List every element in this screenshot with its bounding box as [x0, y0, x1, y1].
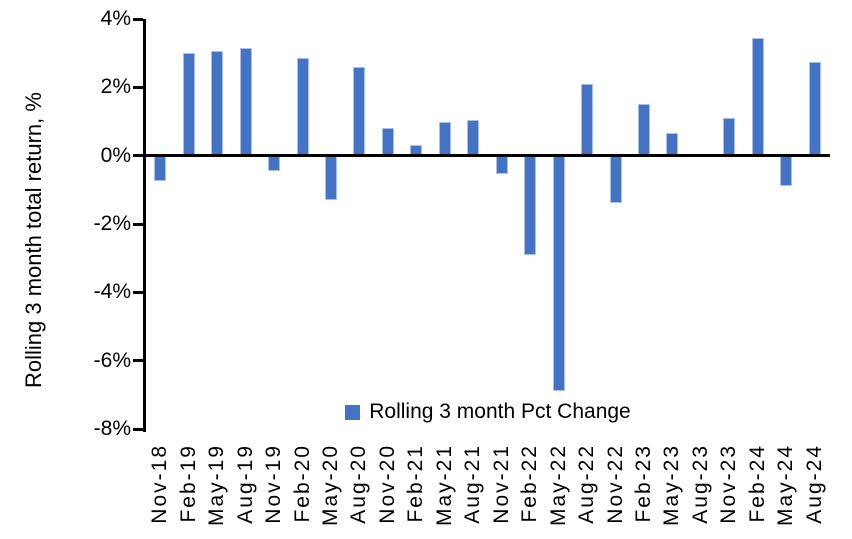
- x-axis-label: Aug-19: [233, 444, 257, 524]
- x-axis-label: Feb-24: [745, 444, 769, 523]
- x-axis-label: Feb-21: [404, 444, 428, 523]
- y-axis-title: Rolling 3 month total return, %: [21, 92, 46, 388]
- y-axis-tick-label: -8%: [93, 417, 131, 440]
- x-axis-label: Aug-20: [347, 444, 371, 524]
- y-axis-tick-label: 2%: [100, 75, 131, 99]
- zero-baseline: [143, 154, 830, 158]
- bar-May-23: [666, 133, 679, 156]
- x-axis-label: May-19: [205, 444, 229, 527]
- bar-Feb-19: [182, 53, 195, 156]
- bar-Nov-22: [609, 155, 622, 204]
- x-axis-label: Aug-22: [575, 444, 599, 524]
- bar-Aug-22: [581, 83, 594, 156]
- bar-Aug-24: [808, 61, 821, 156]
- x-axis-label: Nov-18: [148, 444, 172, 524]
- y-axis-tick-label: -4%: [93, 280, 131, 304]
- bar-Aug-21: [467, 119, 480, 156]
- bar-May-24: [780, 155, 793, 187]
- x-axis-label: Aug-23: [688, 444, 712, 524]
- y-axis-tick: [133, 427, 143, 431]
- y-axis-tick: [133, 154, 143, 158]
- x-axis-label: Nov-21: [489, 444, 513, 524]
- x-axis-label: Nov-19: [262, 444, 286, 524]
- bar-May-21: [438, 121, 451, 156]
- bar-Feb-23: [638, 104, 651, 156]
- bar-May-20: [324, 155, 337, 201]
- y-axis-tick: [133, 222, 143, 226]
- legend-label: Rolling 3 month Pct Change: [369, 400, 631, 423]
- x-axis-label: Feb-22: [518, 444, 542, 523]
- x-axis-label: Nov-23: [717, 444, 741, 524]
- bar-Nov-18: [154, 155, 167, 182]
- y-axis-line: [143, 19, 146, 432]
- x-axis-label: Feb-20: [290, 444, 314, 523]
- x-axis-label: Nov-22: [603, 444, 627, 524]
- y-axis-tick-label: 0%: [100, 143, 131, 167]
- x-axis-label: May-23: [660, 444, 684, 527]
- y-axis-tick-label: 4%: [100, 7, 131, 30]
- x-axis-label: May-24: [774, 444, 798, 527]
- bar-Feb-24: [751, 37, 764, 156]
- x-axis-label: Feb-19: [176, 444, 200, 523]
- legend: Rolling 3 month Pct Change: [146, 400, 830, 424]
- legend-swatch-icon: [345, 404, 361, 420]
- x-axis-label: Feb-23: [632, 444, 656, 523]
- bar-Nov-21: [495, 155, 508, 175]
- y-axis-tick-label: -2%: [93, 212, 131, 235]
- x-axis-label: May-21: [432, 444, 456, 527]
- x-axis-label: Aug-24: [802, 444, 826, 524]
- y-axis-tick: [133, 17, 143, 21]
- x-axis-label: May-22: [546, 444, 570, 527]
- bar-Nov-23: [723, 118, 736, 156]
- bar-Aug-19: [239, 48, 252, 156]
- y-axis-tick: [133, 290, 143, 294]
- bar-May-22: [552, 155, 565, 392]
- bar-Aug-20: [353, 66, 366, 156]
- bar-Nov-20: [381, 128, 394, 156]
- x-axis-label: Nov-20: [375, 444, 399, 524]
- y-axis-tick: [133, 85, 143, 89]
- bar-May-19: [211, 51, 224, 156]
- y-axis-tick: [133, 359, 143, 363]
- bar-Feb-22: [524, 155, 537, 255]
- y-axis-tick-label: -6%: [93, 348, 131, 372]
- bar-Nov-19: [268, 155, 281, 172]
- x-axis-label: Aug-21: [461, 444, 485, 524]
- bar-Feb-20: [296, 58, 309, 156]
- x-axis-label: May-20: [318, 444, 342, 527]
